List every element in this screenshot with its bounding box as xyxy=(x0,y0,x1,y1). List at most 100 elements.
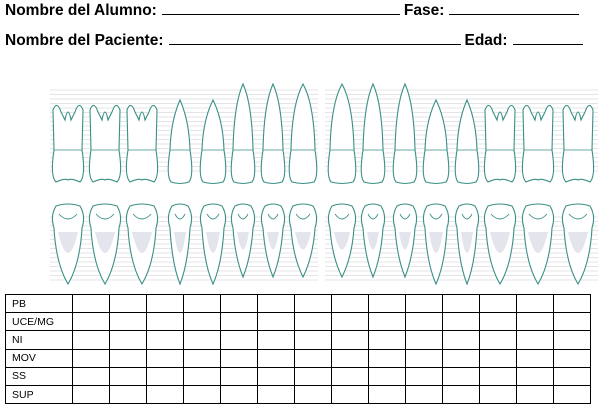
row-label: UCE/MG xyxy=(5,312,73,332)
table-cell[interactable] xyxy=(183,384,221,405)
table-cell[interactable] xyxy=(516,312,554,332)
table-cell[interactable] xyxy=(516,330,554,350)
lower-tooth-occlusal-line xyxy=(334,213,350,220)
table-cell[interactable] xyxy=(553,384,591,405)
table-cell[interactable] xyxy=(294,384,332,405)
table-cell[interactable] xyxy=(183,293,221,314)
table-cell[interactable] xyxy=(109,384,147,405)
table-cell[interactable] xyxy=(516,384,554,405)
table-cell[interactable] xyxy=(442,330,480,350)
upper-tooth xyxy=(288,82,318,185)
table-cell[interactable] xyxy=(368,384,406,405)
table-cell[interactable] xyxy=(405,384,443,405)
table-cell[interactable] xyxy=(405,366,443,386)
table-cell[interactable] xyxy=(368,293,406,314)
table-cell[interactable] xyxy=(220,312,258,332)
table-cell[interactable] xyxy=(72,312,110,332)
table-cell[interactable] xyxy=(257,293,295,314)
upper-tooth xyxy=(230,82,256,185)
age-field[interactable] xyxy=(512,32,583,45)
table-cell[interactable] xyxy=(109,293,147,314)
table-cell[interactable] xyxy=(553,348,591,368)
table-cell[interactable] xyxy=(294,348,332,368)
table-cell[interactable] xyxy=(331,366,369,386)
table-cell[interactable] xyxy=(220,293,258,314)
table-cell[interactable] xyxy=(479,293,517,314)
table-cell[interactable] xyxy=(479,348,517,368)
table-cell[interactable] xyxy=(553,312,591,332)
table-cell[interactable] xyxy=(331,293,369,314)
table-cell[interactable] xyxy=(442,384,480,405)
table-cell[interactable] xyxy=(479,312,517,332)
table-cell[interactable] xyxy=(479,366,517,386)
phase-field[interactable] xyxy=(449,2,580,15)
table-cell[interactable] xyxy=(72,293,110,314)
table-cell[interactable] xyxy=(516,348,554,368)
student-name-field[interactable] xyxy=(161,2,400,15)
patient-name-field[interactable] xyxy=(168,32,461,45)
table-cell[interactable] xyxy=(146,293,184,314)
table-cell[interactable] xyxy=(220,384,258,405)
lower-tooth-root-shade xyxy=(367,232,379,250)
table-cell[interactable] xyxy=(183,366,221,386)
table-cell[interactable] xyxy=(368,312,406,332)
table-cell[interactable] xyxy=(294,366,332,386)
table-cell[interactable] xyxy=(553,293,591,314)
upper-tooth xyxy=(422,98,450,185)
table-cell[interactable] xyxy=(368,366,406,386)
table-cell[interactable] xyxy=(257,330,295,350)
table-cell[interactable] xyxy=(331,348,369,368)
lower-tooth-root-shade xyxy=(429,232,443,253)
table-cell[interactable] xyxy=(183,330,221,350)
table-cell[interactable] xyxy=(368,330,406,350)
table-cell[interactable] xyxy=(516,293,554,314)
lower-tooth-occlusal-line xyxy=(206,213,220,220)
table-cell[interactable] xyxy=(553,366,591,386)
lower-tooth-root-shade xyxy=(399,232,411,250)
table-cell[interactable] xyxy=(479,384,517,405)
table-cell[interactable] xyxy=(220,366,258,386)
table-cell[interactable] xyxy=(257,366,295,386)
table-cell[interactable] xyxy=(257,348,295,368)
table-cell[interactable] xyxy=(183,312,221,332)
table-cell[interactable] xyxy=(220,348,258,368)
table-cell[interactable] xyxy=(331,312,369,332)
table-cell[interactable] xyxy=(109,366,147,386)
table-cell[interactable] xyxy=(331,384,369,405)
table-cell[interactable] xyxy=(294,330,332,350)
table-cell[interactable] xyxy=(146,384,184,405)
table-cell[interactable] xyxy=(72,348,110,368)
table-cell[interactable] xyxy=(72,366,110,386)
table-cell[interactable] xyxy=(257,312,295,332)
lower-tooth-root-shade xyxy=(58,232,78,253)
table-cell[interactable] xyxy=(72,384,110,405)
table-cell[interactable] xyxy=(442,312,480,332)
table-cell[interactable] xyxy=(294,293,332,314)
table-cell[interactable] xyxy=(405,312,443,332)
table-cell[interactable] xyxy=(442,293,480,314)
table-cell[interactable] xyxy=(331,330,369,350)
table-cell[interactable] xyxy=(146,366,184,386)
table-cell[interactable] xyxy=(146,312,184,332)
table-cell[interactable] xyxy=(553,330,591,350)
table-cell[interactable] xyxy=(109,348,147,368)
table-cell[interactable] xyxy=(257,384,295,405)
table-cell[interactable] xyxy=(146,348,184,368)
table-cell[interactable] xyxy=(146,330,184,350)
table-cell[interactable] xyxy=(442,348,480,368)
table-cell[interactable] xyxy=(442,366,480,386)
table-cell[interactable] xyxy=(405,348,443,368)
table-cell[interactable] xyxy=(405,330,443,350)
table-cell[interactable] xyxy=(516,366,554,386)
table-cell[interactable] xyxy=(405,293,443,314)
table-cell[interactable] xyxy=(220,330,258,350)
table-cell[interactable] xyxy=(109,312,147,332)
table-cell[interactable] xyxy=(109,330,147,350)
table-cell[interactable] xyxy=(294,312,332,332)
table-cell[interactable] xyxy=(368,348,406,368)
table-cell[interactable] xyxy=(479,330,517,350)
table-row: MOV xyxy=(5,348,591,368)
age-label: Edad: xyxy=(464,32,508,49)
table-cell[interactable] xyxy=(183,348,221,368)
table-cell[interactable] xyxy=(72,330,110,350)
